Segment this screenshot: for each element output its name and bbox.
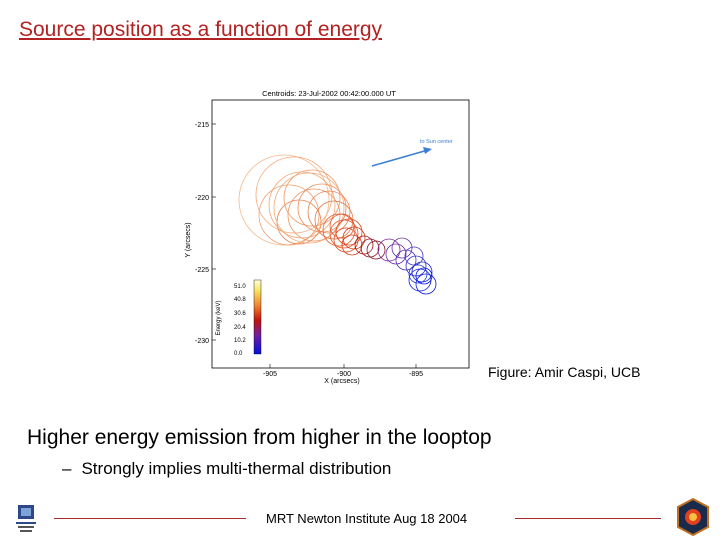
colorbar-tick-label: 10.2 — [234, 338, 246, 344]
colorbar-tick-label: 51.0 — [234, 284, 246, 290]
bullet-main: Higher energy emission from higher in th… — [27, 426, 492, 449]
x-tick-label: -905 — [263, 371, 277, 378]
centroid-figure: Centroids: 23-Jul-2002 00:42:00.000 UT -… — [185, 89, 470, 385]
colorbar-axis-label: Energy (keV) — [216, 300, 222, 335]
institution-logo-icon — [16, 505, 36, 532]
footer-text: MRT Newton Institute Aug 18 2004 — [266, 511, 468, 526]
footer-line-right — [515, 518, 661, 519]
centroid-circles — [238, 154, 437, 295]
y-tick-label: -220 — [195, 195, 209, 202]
y-tick-label: -215 — [195, 122, 209, 129]
y-axis: -215 -220 -225 -230 Y (arcsecs) — [185, 122, 216, 345]
sun-center-arrow: to Sun center — [371, 139, 453, 167]
bullet-dash: – — [62, 459, 72, 478]
colorbar-tick-label: 0.0 — [234, 351, 243, 357]
mission-patch-icon — [677, 497, 709, 537]
colorbar-tick-label: 20.4 — [234, 325, 246, 331]
x-tick-label: -895 — [409, 371, 423, 378]
footer-line-left — [54, 518, 246, 519]
y-tick-label: -225 — [195, 267, 209, 274]
colorbar-tick-label: 30.6 — [234, 311, 246, 317]
y-axis-label: Y (arcsecs) — [185, 222, 192, 257]
x-axis-label: X (arcsecs) — [324, 378, 359, 385]
slide-title: Source position as a function of energy — [19, 18, 383, 41]
arrow-label: to Sun center — [420, 139, 453, 145]
plot-title: Centroids: 23-Jul-2002 00:42:00.000 UT — [262, 89, 396, 98]
y-tick-label: -230 — [195, 338, 209, 345]
plot-frame — [211, 99, 470, 369]
bullet-sub-text: Strongly implies multi-thermal distribut… — [81, 459, 392, 478]
figure-credit: Figure: Amir Caspi, UCB — [488, 364, 641, 380]
colorbar-tick-label: 40.8 — [234, 297, 246, 303]
colorbar: 51.0 40.8 30.6 20.4 10.2 0.0 Energy (keV… — [216, 279, 262, 357]
x-tick-label: -900 — [337, 371, 351, 378]
bullet-sub: – Strongly implies multi-thermal distribu… — [62, 459, 391, 479]
x-axis: -905 -900 -895 X (arcsecs) — [263, 364, 423, 385]
